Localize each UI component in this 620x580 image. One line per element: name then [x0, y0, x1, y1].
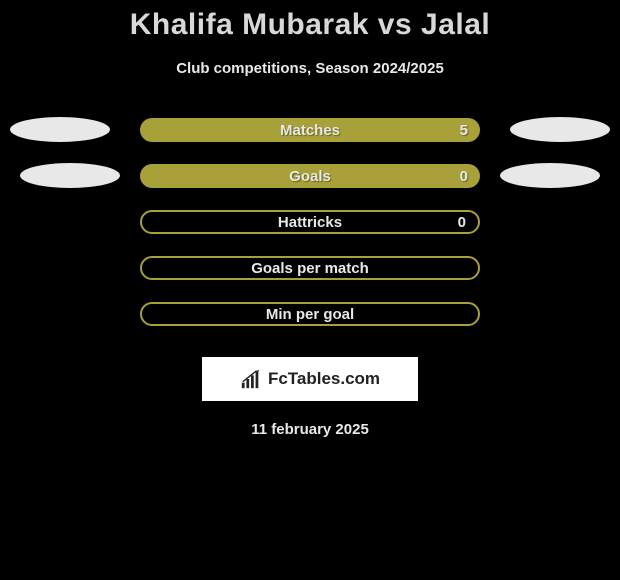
- stat-value: 5: [460, 122, 468, 139]
- logo-box: FcTables.com: [202, 357, 418, 401]
- left-ellipse: [20, 163, 120, 188]
- stat-row: Hattricks0: [0, 199, 620, 245]
- stat-label: Matches: [140, 122, 480, 139]
- stat-row: Matches5: [0, 107, 620, 153]
- stats-area: Matches5Goals0Hattricks0Goals per matchM…: [0, 107, 620, 337]
- stat-value: 0: [460, 168, 468, 185]
- logo-text: FcTables.com: [268, 369, 380, 389]
- stat-value: 0: [458, 214, 466, 231]
- comparison-title: Khalifa Mubarak vs Jalal: [0, 0, 620, 42]
- right-ellipse: [510, 117, 610, 142]
- left-ellipse: [10, 117, 110, 142]
- stat-label: Hattricks: [142, 214, 478, 231]
- date-text: 11 february 2025: [0, 421, 620, 438]
- stat-label: Min per goal: [142, 306, 478, 323]
- infographic-container: Khalifa Mubarak vs Jalal Club competitio…: [0, 0, 620, 580]
- stat-bar: Goals0: [140, 164, 480, 188]
- stat-row: Goals per match: [0, 245, 620, 291]
- stat-bar: Goals per match: [140, 256, 480, 280]
- stat-row: Goals0: [0, 153, 620, 199]
- fctables-logo-icon: [240, 368, 262, 390]
- right-ellipse: [500, 163, 600, 188]
- subtitle: Club competitions, Season 2024/2025: [0, 60, 620, 77]
- stat-label: Goals: [140, 168, 480, 185]
- stat-bar: Hattricks0: [140, 210, 480, 234]
- stat-row: Min per goal: [0, 291, 620, 337]
- stat-bar: Min per goal: [140, 302, 480, 326]
- stat-bar: Matches5: [140, 118, 480, 142]
- stat-label: Goals per match: [142, 260, 478, 277]
